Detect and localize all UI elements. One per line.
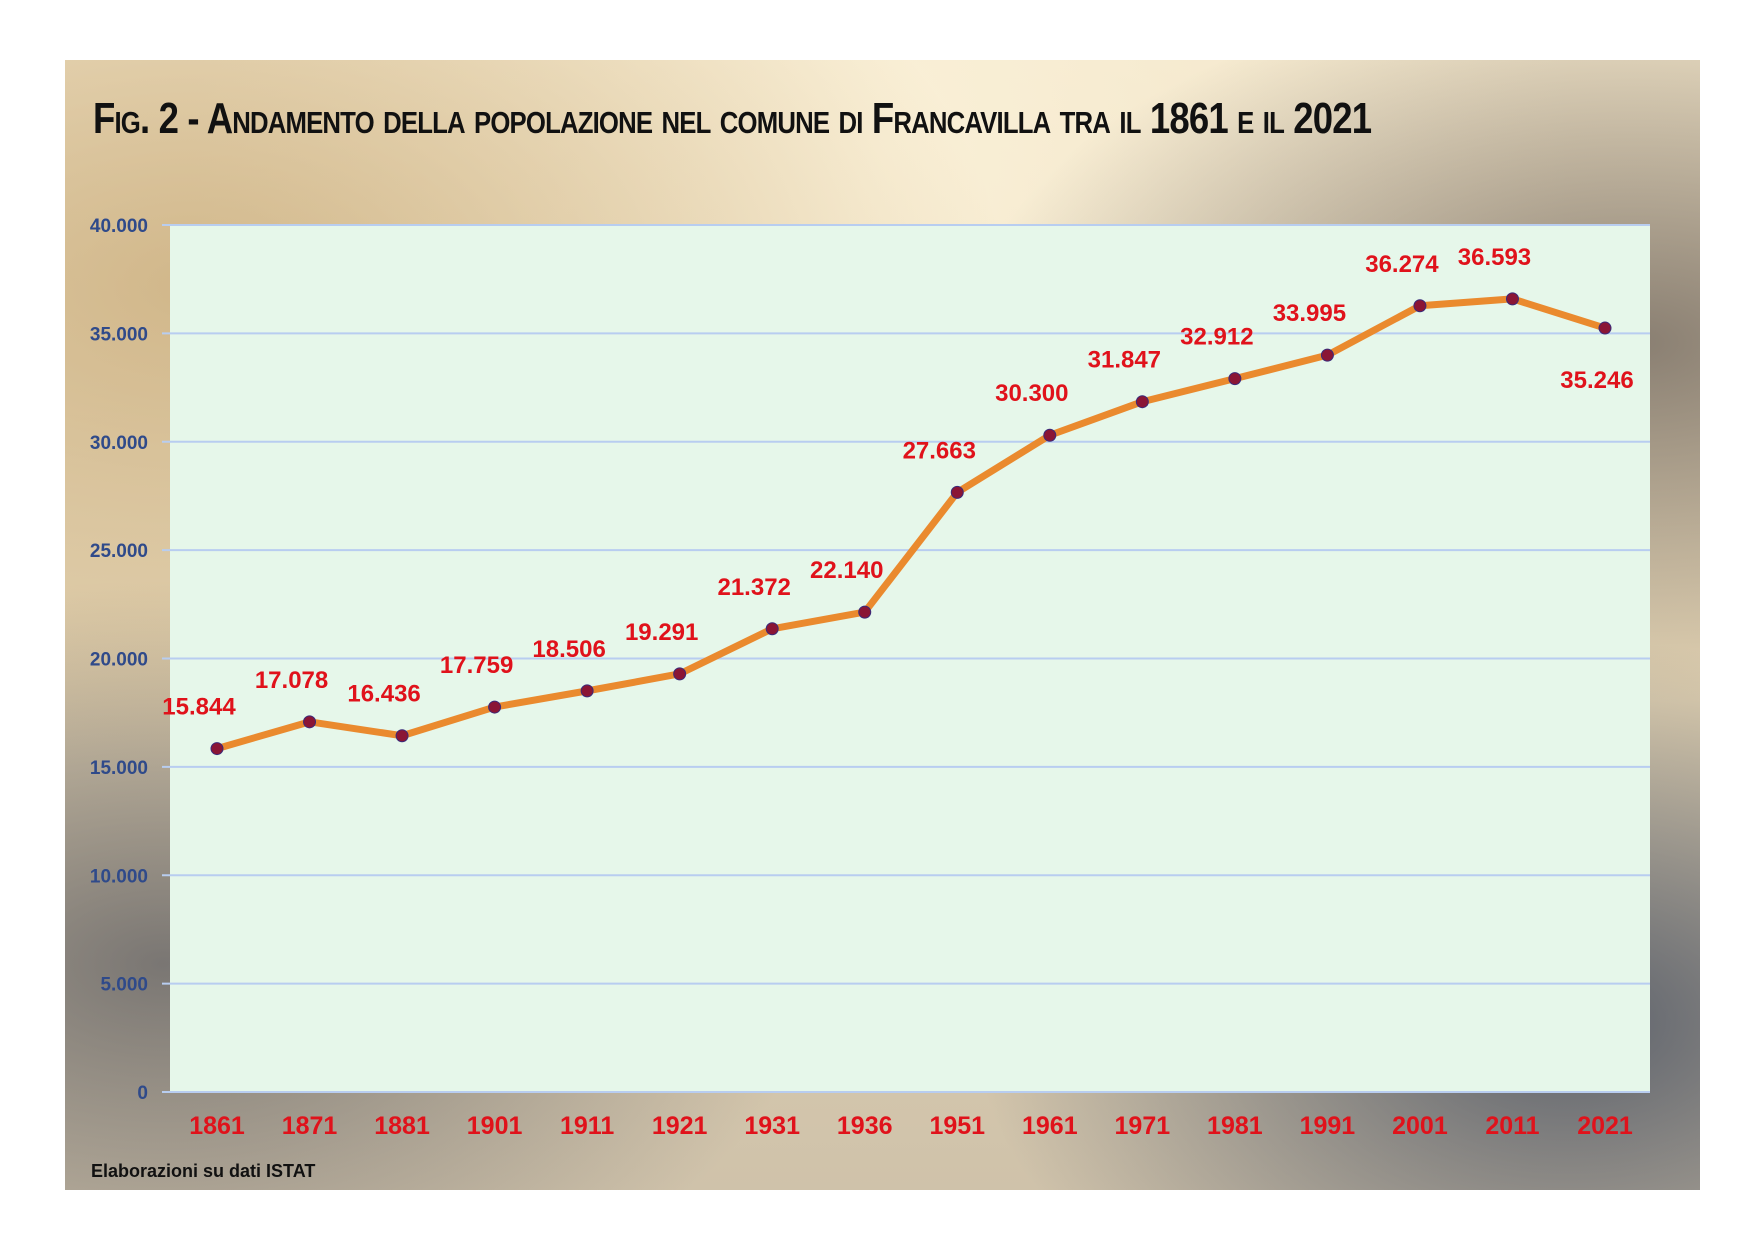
data-label: 15.844 xyxy=(162,694,236,721)
x-tick-label: 1861 xyxy=(189,1112,245,1140)
source-note: Elaborazioni su dati ISTAT xyxy=(91,1161,316,1181)
data-point xyxy=(1043,428,1057,442)
x-tick-label: 1981 xyxy=(1207,1112,1263,1140)
data-point xyxy=(1228,372,1242,386)
data-point xyxy=(858,605,872,619)
data-point xyxy=(210,742,224,756)
x-tick-label: 1871 xyxy=(282,1112,338,1140)
data-point xyxy=(1505,292,1519,306)
x-tick-label: 1991 xyxy=(1300,1112,1356,1140)
data-label: 36.593 xyxy=(1458,244,1531,271)
x-tick-label: 1931 xyxy=(744,1112,800,1140)
data-label: 18.506 xyxy=(532,636,605,663)
chart-title: Fig. 2 - Andamento della popolazione nel… xyxy=(93,94,1372,143)
x-tick-label: 1936 xyxy=(837,1112,893,1140)
data-label: 21.372 xyxy=(717,574,790,601)
x-tick-label: 1961 xyxy=(1022,1112,1078,1140)
x-tick-label: 1911 xyxy=(560,1112,614,1140)
data-label: 16.436 xyxy=(347,681,420,708)
x-tick-label: 1921 xyxy=(652,1112,708,1140)
y-tick-label: 20.000 xyxy=(90,650,148,671)
x-tick-label: 1901 xyxy=(467,1112,523,1140)
data-label: 19.291 xyxy=(625,619,698,646)
data-series xyxy=(213,295,1609,753)
data-point xyxy=(395,729,409,743)
data-label: 31.847 xyxy=(1088,347,1161,374)
gridlines xyxy=(162,224,1650,1093)
data-point xyxy=(1598,321,1612,335)
data-label: 30.300 xyxy=(995,380,1068,407)
x-axis-tick-labels: 1861 1871 1881 1901 1911 1921 1931 1936 1951 1961… xyxy=(189,1112,1633,1140)
y-tick-label: 15.000 xyxy=(90,758,148,779)
data-label: 33.995 xyxy=(1273,300,1346,327)
data-labels: 15.844 17.078 16.436 17.759 18.506 19.291 21.3… xyxy=(162,244,1633,721)
data-label: 22.140 xyxy=(810,557,883,584)
x-tick-label: 2001 xyxy=(1392,1112,1448,1140)
y-tick-label: 30.000 xyxy=(90,433,148,454)
data-label: 36.274 xyxy=(1365,251,1439,278)
series-line xyxy=(213,295,1609,753)
data-point xyxy=(1135,395,1149,409)
data-point xyxy=(580,684,594,698)
y-axis-tick-labels: 0 5.000 10.000 15.000 20.000 25.000 30.000 35.0… xyxy=(90,216,148,1104)
data-point xyxy=(488,700,502,714)
x-tick-label: 2011 xyxy=(1485,1112,1539,1140)
x-tick-label: 2021 xyxy=(1577,1112,1633,1140)
data-point xyxy=(1320,348,1334,362)
data-markers xyxy=(210,292,1612,756)
line-chart: 0 5.000 10.000 15.000 20.000 25.000 30.000 35.0… xyxy=(90,216,1650,1140)
data-label: 27.663 xyxy=(903,437,976,464)
chart-slide: Fig. 2 - Andamento della popolazione nel… xyxy=(65,60,1700,1190)
data-point xyxy=(673,667,687,681)
x-tick-label: 1951 xyxy=(929,1112,985,1140)
x-tick-label: 1881 xyxy=(374,1112,430,1140)
data-label: 32.912 xyxy=(1180,324,1253,351)
data-label: 17.759 xyxy=(440,652,513,679)
data-label: 35.246 xyxy=(1560,367,1633,394)
data-point xyxy=(303,715,317,729)
data-point xyxy=(1413,299,1427,313)
data-label: 17.078 xyxy=(255,667,328,694)
x-tick-label: 1971 xyxy=(1115,1112,1171,1140)
data-point xyxy=(950,485,964,499)
y-tick-label: 10.000 xyxy=(90,866,148,887)
data-point xyxy=(765,622,779,636)
y-tick-label: 5.000 xyxy=(100,975,148,996)
y-tick-label: 35.000 xyxy=(90,324,148,345)
y-tick-label: 40.000 xyxy=(90,216,148,237)
y-tick-label: 25.000 xyxy=(90,541,148,562)
y-tick-label: 0 xyxy=(137,1083,148,1104)
